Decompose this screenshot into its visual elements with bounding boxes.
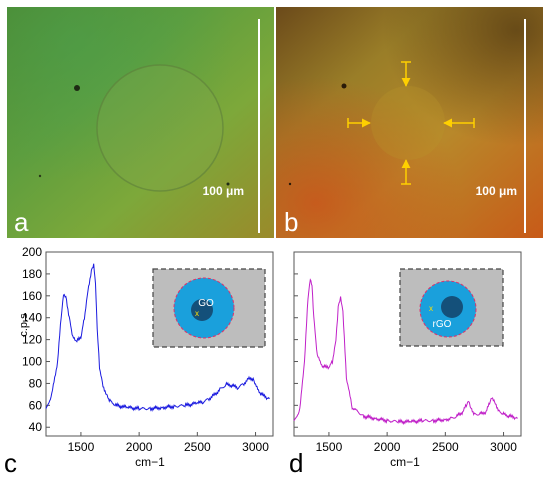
y-tick-label-c-180: 180 [22, 267, 42, 281]
x-tick-label-c-2500: 2500 [184, 440, 211, 454]
inset-marker-c: x [195, 309, 199, 318]
panel-letter-a: a [14, 207, 29, 237]
y-tick-label-c-120: 120 [22, 333, 42, 347]
inset-core-c [191, 299, 213, 321]
x-tick-label-c-1500: 1500 [68, 440, 95, 454]
x-tick-label-d-2500: 2500 [432, 440, 459, 454]
chart-c: 1500 2000 2500 3000 40 60 80 100 120 140 160 180 200… [4, 245, 274, 477]
particle-b [341, 83, 347, 89]
y-tick-label-c-200: 200 [22, 245, 42, 259]
plot-frame-c [45, 251, 274, 437]
arrows-b [347, 61, 475, 185]
x-tick-label-d-2000: 2000 [374, 440, 401, 454]
particle-a [74, 85, 80, 91]
raman-spectrum-rgo [293, 278, 518, 426]
x-tick-label-d-3000: 3000 [490, 440, 517, 454]
spot-circle-a [96, 64, 224, 192]
raman-spectrum-go [45, 263, 270, 413]
y-tick-label-c-140: 140 [22, 311, 42, 325]
x-tick-label-c-3000: 3000 [242, 440, 269, 454]
spot-circle-b [371, 86, 445, 160]
inset-core-d [441, 296, 463, 318]
y-axis-label-c: c.p.s [18, 313, 30, 337]
x-tick-label-d-1500: 1500 [316, 440, 343, 454]
scale-label-b: 100 μm [476, 184, 517, 198]
inset-label-d: rGO [433, 319, 452, 330]
panel-letter-c: c [4, 448, 17, 477]
y-tick-label-c-60: 60 [29, 398, 43, 412]
y-tick-label-c-40: 40 [29, 420, 43, 434]
chart-d: 1500 2000 2500 3000 cm−1 x rGO d [289, 251, 522, 477]
panel-letter-b: b [284, 207, 298, 237]
y-tick-label-c-160: 160 [22, 289, 42, 303]
inset-marker-d: x [429, 304, 433, 313]
x-axis-label-d: cm−1 [390, 455, 420, 469]
panel-letter-d: d [289, 448, 303, 477]
x-tick-label-c-2000: 2000 [126, 440, 153, 454]
plot-frame-d [293, 251, 522, 437]
y-tick-label-c-100: 100 [22, 355, 42, 369]
inset-label-c: GO [198, 298, 214, 309]
ticks-d: 1500 2000 2500 3000 [294, 251, 517, 454]
scale-label-a: 100 μm [203, 184, 244, 198]
inset-d: x rGO [399, 268, 504, 347]
panel-b-micrograph: 100 μm b [276, 7, 543, 238]
ticks-c: 1500 2000 2500 3000 40 60 80 100 120 140 160 180 200 [22, 245, 269, 454]
y-tick-label-c-80: 80 [29, 376, 43, 390]
x-axis-label-c: cm−1 [135, 455, 165, 469]
inset-c: GO x [152, 268, 266, 348]
panel-a-micrograph: 100 μm a [7, 7, 274, 238]
